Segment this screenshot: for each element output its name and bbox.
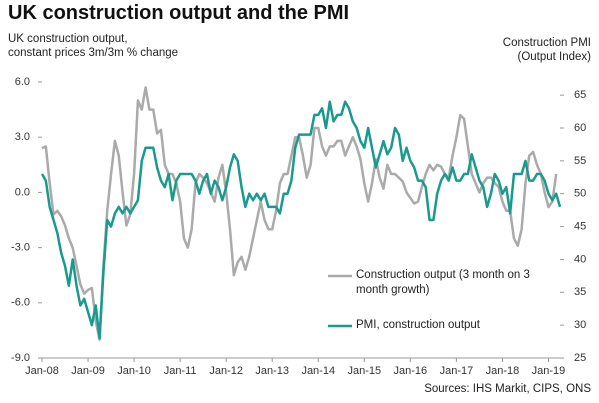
y2-tick-label: 50	[574, 188, 586, 200]
x-tick-label: Jan-11	[164, 365, 197, 377]
x-tick-label: Jan-09	[71, 365, 105, 377]
x-tick-label: Jan-10	[117, 365, 151, 377]
y-tick-label: 3.0	[15, 131, 30, 143]
chart-title: UK construction output and the PMI	[8, 2, 350, 24]
y-tick-label: -6.0	[11, 297, 30, 309]
source-note: Sources: IHS Markit, CIPS, ONS	[424, 383, 591, 395]
y2-tick-label: 25	[574, 352, 586, 364]
y2-tick-label: 30	[574, 319, 586, 331]
y-tick-label: 0.0	[15, 186, 30, 198]
x-tick-label: Jan-13	[255, 365, 289, 377]
y2-tick-label: 60	[574, 122, 586, 134]
y2-tick-label: 40	[574, 253, 586, 265]
y2-tick-label: 35	[574, 286, 586, 298]
legend-label: PMI, construction output	[356, 319, 481, 331]
x-tick-label: Jan-12	[209, 365, 243, 377]
y2-axis-label: Construction PMI (Output Index)	[503, 36, 591, 64]
y2-axis-label-line: Construction PMI	[502, 37, 591, 49]
y-tick-label: -9.0	[11, 352, 30, 364]
x-tick-label: Jan-16	[394, 365, 428, 377]
y-axis-label-line: constant prices 3m/3m % change	[8, 47, 179, 59]
x-tick-label: Jan-17	[440, 365, 474, 377]
y2-tick-label: 45	[574, 220, 586, 232]
y-axis-label-line: UK construction output,	[8, 33, 128, 45]
y-axis-label: UK construction output, constant prices …	[8, 32, 178, 60]
y-tick-label: -3.0	[11, 242, 30, 254]
series-line	[40, 100, 562, 340]
legend-label: Construction output (3 month on 3 month …	[356, 269, 530, 296]
x-tick-label: Jan-19	[532, 365, 566, 377]
y2-tick-label: 65	[574, 89, 586, 101]
x-tick-label: Jan-18	[486, 365, 520, 377]
y2-tick-label: 55	[574, 155, 586, 167]
y2-axis-label-line: (Output Index)	[517, 51, 591, 63]
x-tick-label: Jan-14	[301, 365, 335, 377]
y-tick-label: 6.0	[15, 76, 30, 88]
x-tick-label: Jan-08	[25, 365, 59, 377]
x-tick-label: Jan-15	[347, 365, 381, 377]
series-line	[41, 86, 558, 341]
